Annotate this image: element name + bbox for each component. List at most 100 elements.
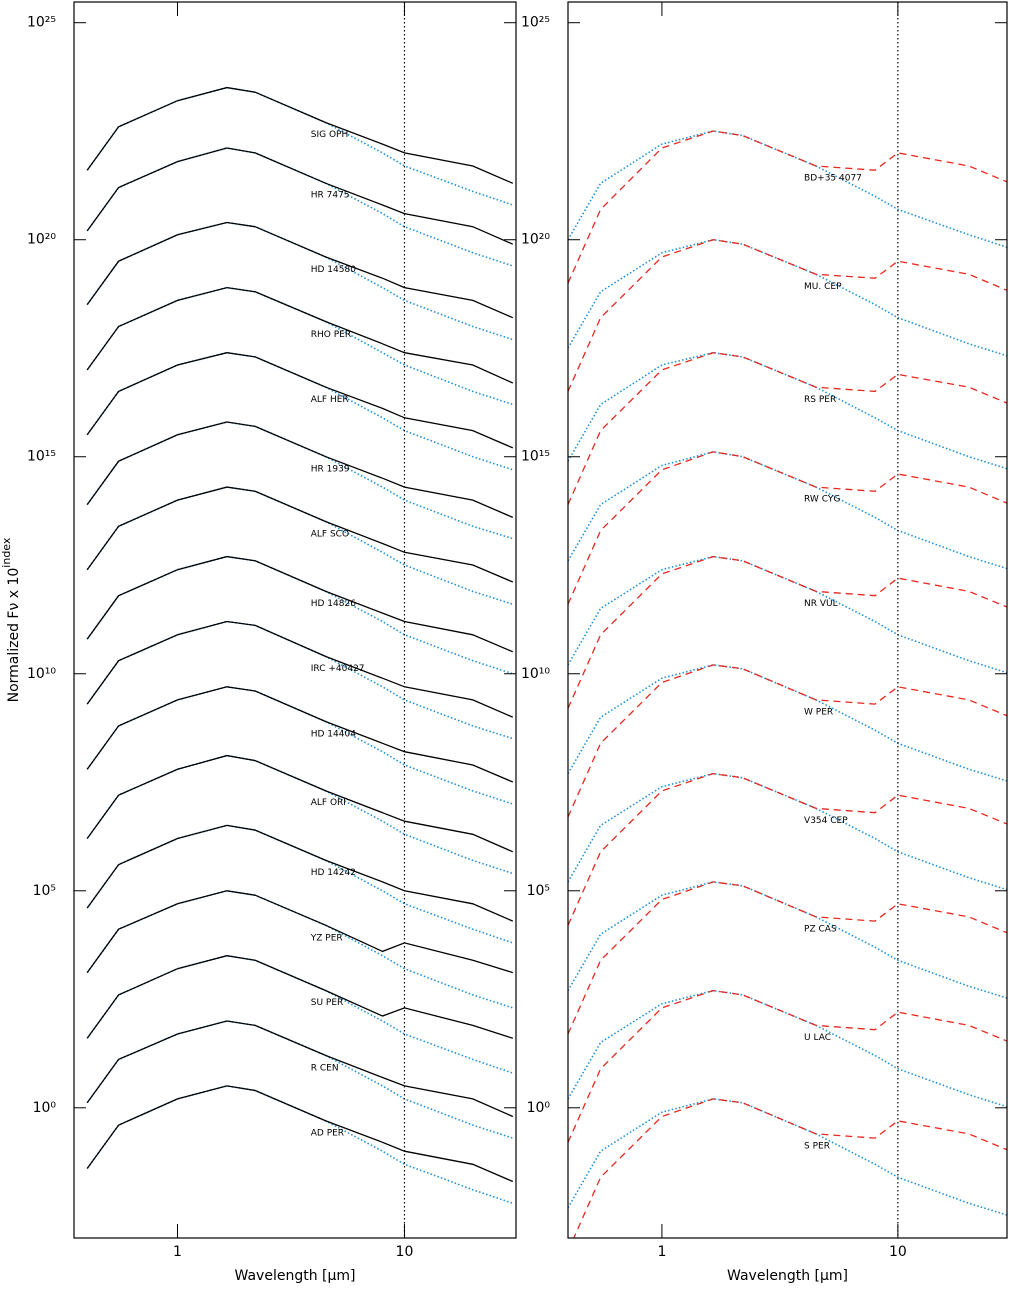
spectrum-line — [568, 239, 1007, 392]
y-axis-title-exponent: index — [0, 537, 13, 568]
x-tick-label: 1 — [173, 1244, 182, 1260]
series-label: HR 7475 — [311, 190, 350, 200]
spectrum-line — [86, 1085, 514, 1183]
series-label: RHO PER — [311, 330, 351, 340]
x-tick-label: 10 — [889, 1244, 907, 1260]
photosphere-line — [568, 130, 1007, 249]
series-label: HD 14242 — [311, 868, 356, 878]
spectrum-line — [86, 754, 514, 853]
series-label: HR 1939 — [311, 465, 350, 475]
photosphere-line — [568, 1098, 1007, 1216]
photosphere-line — [86, 147, 514, 267]
photosphere-line — [568, 555, 1007, 674]
series-label: MU. CEP — [804, 282, 842, 292]
series-label: NR VUL — [804, 599, 838, 609]
y-tick-label: 10¹⁰ — [521, 666, 550, 682]
photosphere-line — [86, 421, 514, 540]
x-tick-label: 10 — [396, 1244, 414, 1260]
x-tick-label: 1 — [657, 1244, 666, 1260]
y-tick-label: 10²⁵ — [521, 15, 550, 31]
y-tick-label: 10⁰ — [527, 1100, 551, 1116]
photosphere-line — [86, 555, 514, 675]
y-tick-label: 10¹⁵ — [521, 449, 550, 465]
spectrum-line — [568, 451, 1007, 605]
photosphere-line — [86, 1085, 514, 1205]
series-label: HD 14580 — [311, 265, 356, 275]
series-label: SIG OPH — [311, 130, 348, 140]
y-tick-label: 10⁵ — [33, 883, 56, 899]
photosphere-line — [86, 954, 514, 1074]
series-label: HD 14404 — [311, 729, 356, 739]
spectrum-line — [568, 772, 1007, 926]
spectrum-line — [573, 1098, 1007, 1238]
photosphere-line — [86, 86, 514, 206]
spectrum-line — [86, 1020, 514, 1118]
series-label: ALF ORI — [311, 798, 346, 808]
spectrum-line — [86, 620, 514, 718]
photosphere-line — [86, 824, 514, 944]
spectrum-line — [568, 881, 1007, 1035]
photosphere-line — [86, 486, 514, 605]
plot-frame — [567, 1, 1008, 1239]
photosphere-line — [86, 685, 514, 805]
series-label: HD 14826 — [311, 599, 356, 609]
series-label: IRC +40427 — [311, 664, 365, 674]
spectrum-line — [86, 352, 514, 449]
series-label: S PER — [804, 1141, 830, 1151]
spectrum-line — [86, 955, 513, 1039]
photosphere-line — [568, 772, 1007, 891]
y-tick-label: 10⁰ — [33, 1100, 57, 1116]
spectrum-line — [86, 824, 514, 922]
series-label: SU PER — [311, 998, 344, 1008]
series-label: ALF SCO — [311, 530, 349, 540]
spectrum-line — [86, 486, 514, 583]
photosphere-line — [86, 286, 514, 406]
series-label: W PER — [804, 707, 833, 717]
series-label: R CEN — [311, 1063, 339, 1073]
y-axis-title-text: Normalized Fν x 10 — [6, 568, 22, 703]
y-tick-label: 10¹⁰ — [27, 666, 56, 682]
photosphere-line — [86, 1020, 514, 1139]
spectrum-line — [86, 555, 514, 653]
series-label: YZ PER — [310, 933, 343, 943]
series-label: RW CYG — [804, 494, 840, 504]
plot-area — [568, 130, 1007, 1238]
series-label: AD PER — [311, 1128, 344, 1138]
photosphere-line — [86, 754, 514, 875]
y-tick-label: 10²⁰ — [27, 232, 56, 248]
photosphere-line — [86, 221, 514, 341]
spectrum-line — [86, 686, 514, 783]
photosphere-line — [568, 989, 1007, 1108]
y-tick-label: 10²⁵ — [27, 15, 56, 31]
spectrum-line — [86, 86, 514, 184]
plot-area — [86, 86, 514, 1205]
series-label: PZ CAS — [804, 924, 837, 934]
photosphere-line — [86, 351, 514, 471]
x-axis-title: Wavelength [μm] — [235, 1268, 356, 1284]
photosphere-line — [568, 450, 1007, 570]
spectrum-line — [86, 221, 514, 319]
series-label: RS PER — [804, 395, 836, 405]
spectrum-line — [86, 421, 514, 518]
y-tick-label: 10¹⁵ — [27, 449, 56, 465]
spectrum-line — [86, 286, 514, 384]
spectrum-line — [86, 890, 513, 974]
spectrum-line — [568, 664, 1007, 818]
series-label: V354 CEP — [804, 816, 848, 826]
photosphere-line — [568, 664, 1007, 782]
x-axis-title: Wavelength [μm] — [727, 1268, 848, 1284]
y-tick-label: 10²⁰ — [521, 232, 550, 248]
spectrum-line — [568, 989, 1007, 1143]
plot-frame — [73, 1, 517, 1239]
y-tick-label: 10⁵ — [527, 883, 550, 899]
series-label: U LAC — [804, 1033, 831, 1043]
spectrum-line — [568, 352, 1007, 505]
photosphere-line — [568, 351, 1007, 470]
photosphere-line — [568, 238, 1007, 357]
spectrum-line — [86, 147, 514, 245]
photosphere-line — [86, 620, 514, 740]
series-label: BD+35 4077 — [804, 173, 862, 183]
photosphere-line — [568, 881, 1007, 999]
